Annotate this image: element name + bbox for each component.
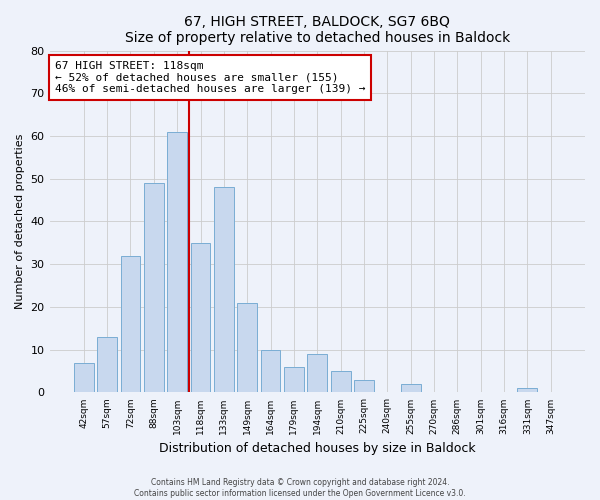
Bar xyxy=(354,380,374,392)
Bar xyxy=(97,337,117,392)
Bar xyxy=(144,183,164,392)
Bar xyxy=(401,384,421,392)
Bar xyxy=(191,243,211,392)
Bar xyxy=(284,367,304,392)
Bar xyxy=(167,132,187,392)
X-axis label: Distribution of detached houses by size in Baldock: Distribution of detached houses by size … xyxy=(159,442,476,455)
Bar xyxy=(331,371,350,392)
Bar xyxy=(214,188,234,392)
Title: 67, HIGH STREET, BALDOCK, SG7 6BQ
Size of property relative to detached houses i: 67, HIGH STREET, BALDOCK, SG7 6BQ Size o… xyxy=(125,15,510,45)
Bar xyxy=(517,388,538,392)
Bar xyxy=(307,354,327,393)
Bar xyxy=(121,256,140,392)
Bar xyxy=(238,302,257,392)
Text: Contains HM Land Registry data © Crown copyright and database right 2024.
Contai: Contains HM Land Registry data © Crown c… xyxy=(134,478,466,498)
Y-axis label: Number of detached properties: Number of detached properties xyxy=(15,134,25,309)
Bar xyxy=(260,350,280,393)
Text: 67 HIGH STREET: 118sqm
← 52% of detached houses are smaller (155)
46% of semi-de: 67 HIGH STREET: 118sqm ← 52% of detached… xyxy=(55,61,365,94)
Bar xyxy=(74,362,94,392)
